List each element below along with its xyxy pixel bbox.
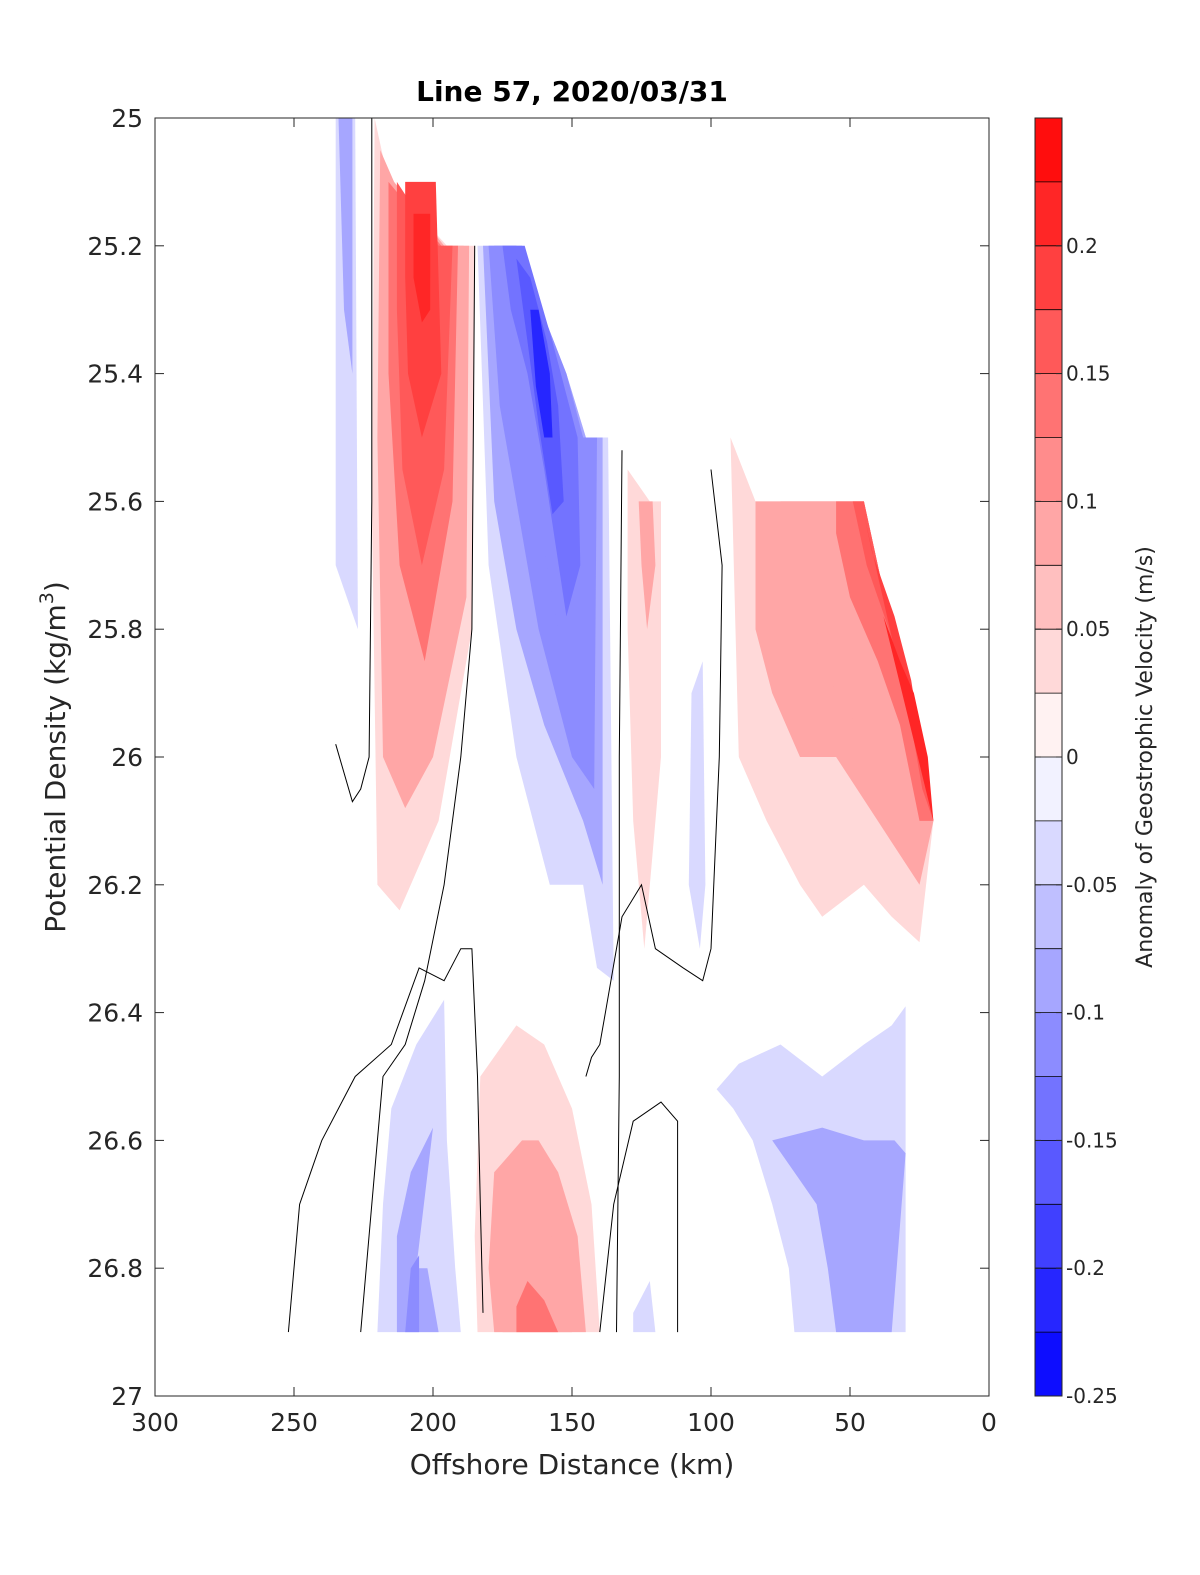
y-tick-label: 25.6 bbox=[87, 487, 143, 516]
contour-region bbox=[627, 469, 661, 949]
colorbar-band bbox=[1035, 1268, 1062, 1333]
contour-region bbox=[633, 1281, 656, 1333]
contour-region bbox=[883, 616, 934, 821]
contour-region bbox=[338, 118, 353, 374]
contour-region bbox=[688, 661, 706, 949]
y-axis-title-end: ) bbox=[39, 581, 72, 592]
colorbar-band bbox=[1035, 245, 1062, 310]
contour-region bbox=[852, 501, 934, 821]
colorbar-band bbox=[1035, 118, 1062, 182]
colorbar-tick-label: -0.25 bbox=[1066, 1384, 1118, 1408]
contour-region bbox=[405, 1255, 420, 1333]
x-tick-label: 0 bbox=[981, 1408, 997, 1437]
colorbar-band bbox=[1035, 1140, 1062, 1205]
colorbar-band bbox=[1035, 501, 1062, 566]
colorbar-tick-label: 0.2 bbox=[1066, 234, 1098, 258]
y-tick-label: 25.8 bbox=[87, 615, 143, 644]
zero-contour-line bbox=[335, 118, 373, 803]
colorbar-band bbox=[1035, 373, 1062, 438]
colorbar-band bbox=[1035, 884, 1062, 949]
contour-region bbox=[530, 309, 553, 438]
colorbar-band bbox=[1035, 820, 1062, 885]
zero-contour-line bbox=[287, 948, 484, 1333]
x-axis-title: Offshore Distance (km) bbox=[410, 1448, 735, 1481]
contour-region bbox=[516, 1281, 559, 1333]
y-axis-title-main: Potential Density (kg/m bbox=[39, 604, 72, 933]
colorbar-title: Anomaly of Geostrophic Velocity (m/s) bbox=[1133, 546, 1158, 968]
colorbar-band bbox=[1035, 629, 1062, 694]
colorbar-ticks: -0.25 -0.2 -0.15 -0.1 -0.05 0 0.05 0.1 0.15 0.2 bbox=[1035, 234, 1118, 1408]
zero-contour-line bbox=[599, 1101, 679, 1333]
x-tick-label: 200 bbox=[409, 1408, 457, 1437]
y-axis: 25 25.2 25.4 25.6 25.8 26 26.2 26.4 26.6 26.8 27 bbox=[87, 104, 989, 1411]
zero-contour-line bbox=[616, 450, 623, 1333]
y-axis-title: Potential Density (kg/m3) bbox=[36, 581, 72, 933]
x-tick-label: 150 bbox=[548, 1408, 596, 1437]
x-tick-label: 300 bbox=[131, 1408, 179, 1437]
colorbar-band bbox=[1035, 565, 1062, 630]
colorbar-band bbox=[1035, 1204, 1062, 1269]
zero-contour-layer bbox=[287, 118, 723, 1333]
colorbar-band bbox=[1035, 1012, 1062, 1077]
colorbar-band bbox=[1035, 437, 1062, 502]
colorbar-tick-label: -0.2 bbox=[1066, 1256, 1105, 1280]
colorbar-band bbox=[1035, 181, 1062, 246]
y-tick-label: 27 bbox=[111, 1382, 143, 1411]
colorbar-band bbox=[1035, 693, 1062, 757]
contour-region bbox=[638, 501, 656, 630]
zero-contour-line bbox=[360, 245, 476, 1333]
colorbar-tick-label: -0.15 bbox=[1066, 1128, 1118, 1152]
colorbar-band bbox=[1035, 948, 1062, 1013]
colorbar-band bbox=[1035, 1332, 1062, 1396]
chart-title: Line 57, 2020/03/31 bbox=[416, 75, 728, 108]
x-tick-label: 100 bbox=[687, 1408, 735, 1437]
x-tick-label: 250 bbox=[270, 1408, 318, 1437]
contour-fill-layer bbox=[335, 118, 934, 1333]
contour-region bbox=[863, 514, 934, 821]
y-tick-label: 26.4 bbox=[87, 999, 143, 1028]
colorbar-tick-label: 0.15 bbox=[1066, 362, 1111, 386]
y-tick-label: 25 bbox=[111, 104, 143, 133]
zero-contour-line bbox=[585, 469, 723, 1077]
y-tick-label: 26.2 bbox=[87, 871, 143, 900]
x-axis: 300 250 200 150 100 50 0 bbox=[131, 118, 997, 1437]
colorbar-band bbox=[1035, 309, 1062, 374]
y-tick-label: 25.4 bbox=[87, 360, 143, 389]
colorbar-tick-label: 0.1 bbox=[1066, 489, 1098, 513]
y-tick-label: 25.2 bbox=[87, 232, 143, 261]
colorbar-tick-label: 0.05 bbox=[1066, 617, 1111, 641]
colorbar bbox=[1035, 118, 1062, 1396]
colorbar-band bbox=[1035, 757, 1062, 821]
y-tick-label: 26 bbox=[111, 743, 143, 772]
contour-region bbox=[772, 1127, 906, 1333]
x-tick-label: 50 bbox=[834, 1408, 866, 1437]
y-tick-label: 26.6 bbox=[87, 1126, 143, 1155]
colorbar-tick-label: 0 bbox=[1066, 745, 1079, 769]
y-tick-label: 26.8 bbox=[87, 1254, 143, 1283]
contour-region bbox=[836, 501, 934, 821]
colorbar-band bbox=[1035, 1076, 1062, 1141]
colorbar-tick-label: -0.05 bbox=[1066, 873, 1118, 897]
y-axis-title-sup: 3 bbox=[36, 592, 58, 604]
contour-region bbox=[396, 1127, 439, 1333]
contour-region bbox=[413, 213, 431, 323]
colorbar-tick-label: -0.1 bbox=[1066, 1001, 1105, 1025]
contour-region bbox=[780, 501, 934, 853]
